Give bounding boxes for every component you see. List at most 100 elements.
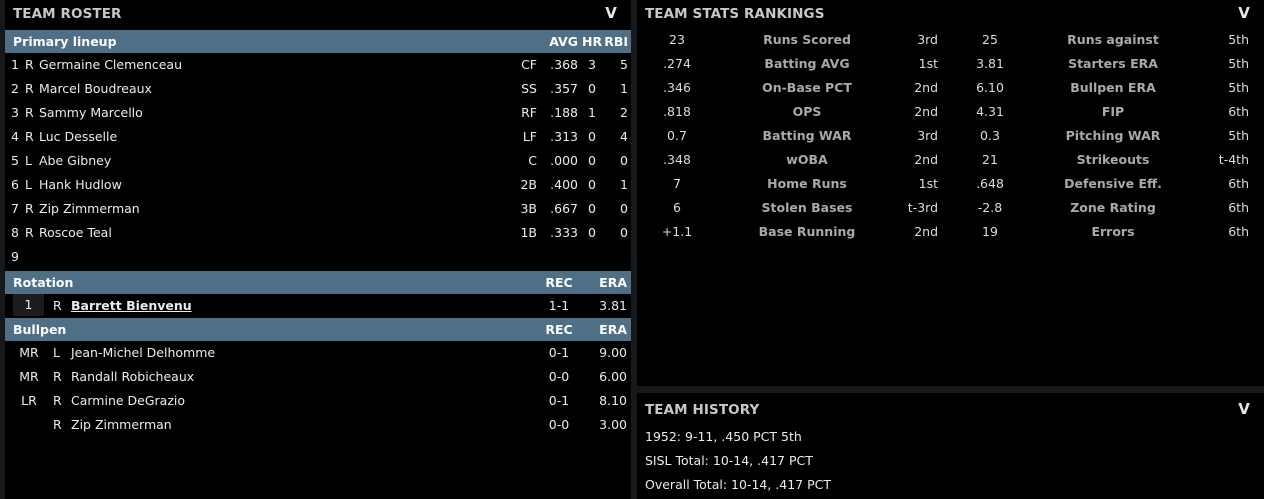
- rbi-column-header[interactable]: RBI: [604, 34, 628, 49]
- lineup-row-6[interactable]: 6 L Hank Hudlow 2B .400 0 1: [5, 173, 631, 197]
- stat-rank: 2nd: [914, 80, 938, 95]
- primary-lineup-label: Primary lineup: [13, 34, 117, 49]
- bullpen-row-2[interactable]: MR R Randall Robicheaux 0-0 6.00: [5, 365, 631, 389]
- stats-grid: 23 Runs Scored 3rd 25 Runs against 5th .…: [637, 28, 1264, 244]
- batting-order: 2: [11, 81, 19, 96]
- collapse-chevron-icon[interactable]: V: [605, 4, 617, 22]
- lineup-row-1[interactable]: 1 R Germaine Clemenceau CF .368 3 5: [5, 53, 631, 77]
- player-name[interactable]: Roscoe Teal: [39, 225, 112, 240]
- throws-hand: R: [53, 369, 62, 384]
- stat-label: OPS: [792, 104, 822, 119]
- pitcher-record: 0-0: [548, 417, 570, 432]
- pitcher-era: 3.00: [599, 417, 627, 432]
- bullpen-row-4[interactable]: R Zip Zimmerman 0-0 3.00: [5, 413, 631, 437]
- reliever-role: MR: [19, 369, 39, 384]
- history-league-total: SISL Total: 10-14, .417 PCT: [645, 453, 813, 468]
- stat-rank: 5th: [1228, 56, 1249, 71]
- stat-label: Runs Scored: [763, 32, 851, 47]
- pitcher-name-link[interactable]: Barrett Bienvenu: [71, 298, 192, 313]
- hr-column-header[interactable]: HR: [582, 34, 603, 49]
- team-history-title-text: TEAM HISTORY: [645, 402, 760, 418]
- lineup-row-5[interactable]: 5 L Abe Gibney C .000 0 0: [5, 149, 631, 173]
- player-name[interactable]: Germaine Clemenceau: [39, 57, 183, 72]
- reliever-role: MR: [19, 345, 39, 360]
- player-name[interactable]: Hank Hudlow: [39, 177, 122, 192]
- lineup-row-9[interactable]: 9: [5, 245, 631, 269]
- hr: 3: [588, 57, 596, 72]
- stats-row: .274 Batting AVG 1st 3.81 Starters ERA 5…: [637, 52, 1264, 76]
- stats-row: +1.1 Base Running 2nd 19 Errors 6th: [637, 220, 1264, 244]
- stat-label: Batting AVG: [764, 56, 850, 71]
- lineup-row-7[interactable]: 7 R Zip Zimmerman 3B .667 0 0: [5, 197, 631, 221]
- lineup-row-4[interactable]: 4 R Luc Desselle LF .313 0 4: [5, 125, 631, 149]
- era-column-header[interactable]: ERA: [599, 322, 627, 337]
- stat-value: 21: [982, 152, 998, 167]
- stat-rank: t-4th: [1218, 152, 1249, 167]
- team-stats-rankings-panel: TEAM STATS RANKINGS V 23 Runs Scored 3rd…: [637, 0, 1264, 386]
- rotation-label: Rotation: [13, 275, 74, 290]
- stat-label: Runs against: [1067, 32, 1159, 47]
- history-season-line: 1952: 9-11, .450 PCT 5th: [645, 429, 802, 444]
- rec-column-header[interactable]: REC: [545, 322, 573, 337]
- batting-order: 7: [11, 201, 19, 216]
- avg: .000: [550, 153, 578, 168]
- position: SS: [521, 81, 537, 96]
- lineup-row-3[interactable]: 3 R Sammy Marcello RF .188 1 2: [5, 101, 631, 125]
- pitcher-name[interactable]: Randall Robicheaux: [71, 369, 195, 384]
- stat-rank: 5th: [1228, 128, 1249, 143]
- lineup-row-8[interactable]: 8 R Roscoe Teal 1B .333 0 0: [5, 221, 631, 245]
- stats-row: .346 On-Base PCT 2nd 6.10 Bullpen ERA 5t…: [637, 76, 1264, 100]
- stat-rank: 6th: [1228, 176, 1249, 191]
- primary-lineup-header: Primary lineup AVG HR RBI: [5, 30, 631, 53]
- player-name[interactable]: Marcel Boudreaux: [39, 81, 152, 96]
- player-name[interactable]: Sammy Marcello: [39, 105, 143, 120]
- stat-value: 0.7: [667, 128, 687, 143]
- avg-column-header[interactable]: AVG: [549, 34, 578, 49]
- bullpen-row-3[interactable]: LR R Carmine DeGrazio 0-1 8.10: [5, 389, 631, 413]
- bats-hand: R: [25, 129, 34, 144]
- hr: 0: [588, 225, 596, 240]
- stat-rank: 1st: [918, 176, 938, 191]
- batting-order: 1: [11, 57, 19, 72]
- stat-rank: 1st: [918, 56, 938, 71]
- pitcher-name[interactable]: Carmine DeGrazio: [71, 393, 186, 408]
- pitcher-name[interactable]: Zip Zimmerman: [71, 417, 172, 432]
- batting-order: 3: [11, 105, 19, 120]
- stat-label: wOBA: [786, 152, 828, 167]
- team-roster-title-text: TEAM ROSTER: [13, 6, 122, 22]
- stat-label: Base Running: [758, 224, 856, 239]
- avg: .667: [550, 201, 578, 216]
- lineup-row-2[interactable]: 2 R Marcel Boudreaux SS .357 0 1: [5, 77, 631, 101]
- rbi: 4: [620, 129, 628, 144]
- pitcher-name[interactable]: Jean-Michel Delhomme: [71, 345, 216, 360]
- collapse-chevron-icon[interactable]: V: [1238, 400, 1250, 418]
- player-name[interactable]: Zip Zimmerman: [39, 201, 140, 216]
- avg: .400: [550, 177, 578, 192]
- rec-column-header[interactable]: REC: [545, 275, 573, 290]
- team-roster-panel: TEAM ROSTER V Primary lineup AVG HR RBI …: [5, 0, 631, 499]
- position: C: [528, 153, 537, 168]
- era-column-header[interactable]: ERA: [599, 275, 627, 290]
- stat-value: 23: [669, 32, 685, 47]
- rbi: 1: [620, 177, 628, 192]
- bullpen-row-1[interactable]: MR L Jean-Michel Delhomme 0-1 9.00: [5, 341, 631, 365]
- team-roster-title: TEAM ROSTER V: [5, 0, 631, 28]
- stat-label: Stolen Bases: [761, 200, 853, 215]
- stats-row: 6 Stolen Bases t-3rd -2.8 Zone Rating 6t…: [637, 196, 1264, 220]
- rbi: 5: [620, 57, 628, 72]
- position: 1B: [520, 225, 537, 240]
- batting-order: 6: [11, 177, 19, 192]
- rbi: 2: [620, 105, 628, 120]
- stat-label: Bullpen ERA: [1070, 80, 1156, 95]
- stat-label: Pitching WAR: [1065, 128, 1161, 143]
- collapse-chevron-icon[interactable]: V: [1238, 4, 1250, 22]
- rotation-row-1[interactable]: 1 R Barrett Bienvenu 1-1 3.81: [5, 294, 631, 318]
- player-name[interactable]: Abe Gibney: [39, 153, 112, 168]
- rbi: 1: [620, 81, 628, 96]
- player-name[interactable]: Luc Desselle: [39, 129, 118, 144]
- batting-order: 4: [11, 129, 19, 144]
- pitcher-record: 0-1: [548, 393, 570, 408]
- bats-hand: R: [25, 201, 34, 216]
- stat-value: 7: [673, 176, 681, 191]
- batting-order: 5: [11, 153, 19, 168]
